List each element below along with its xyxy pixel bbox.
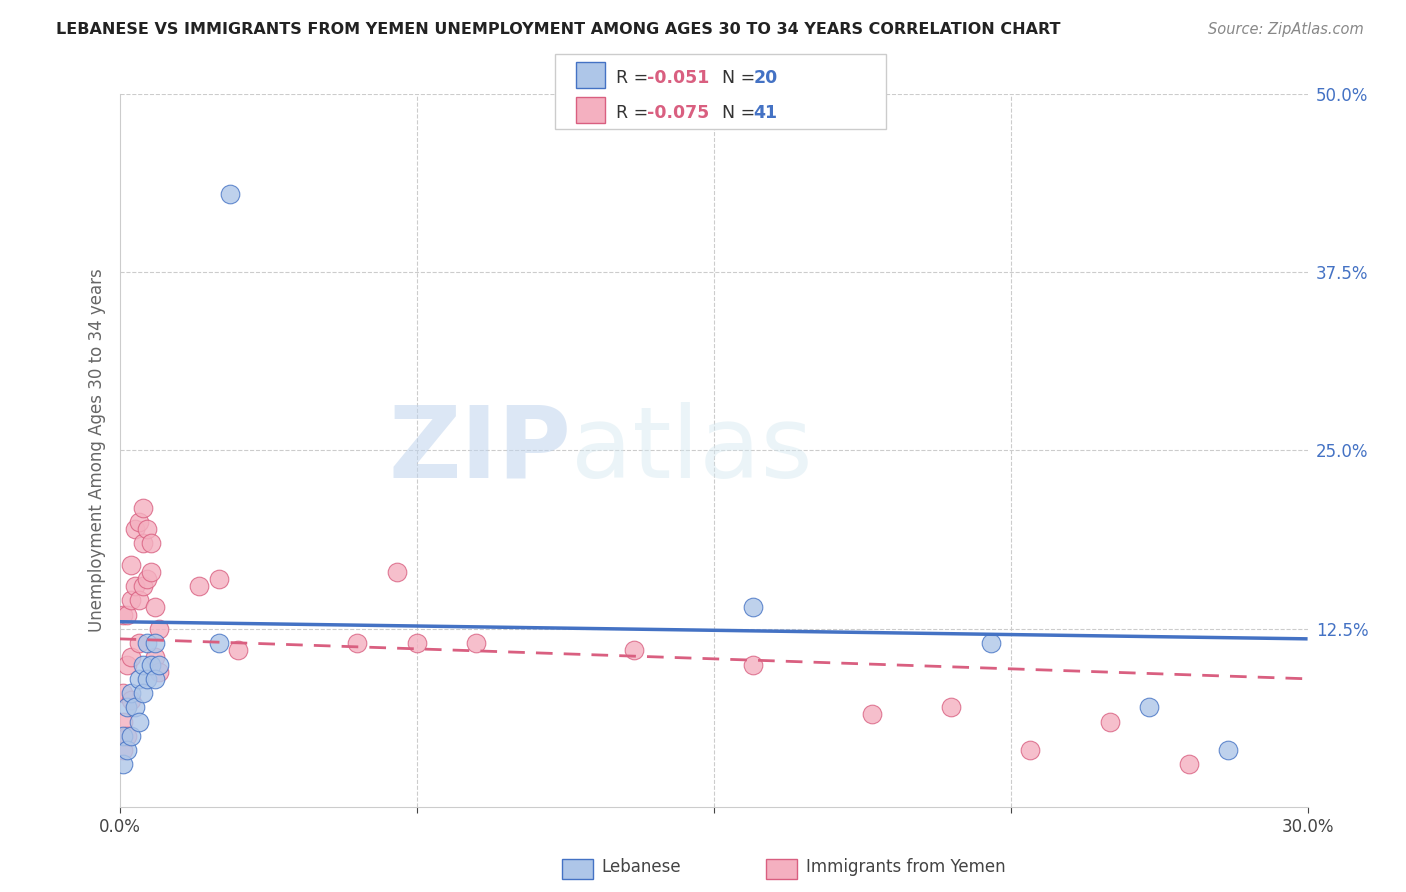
Point: [141, 657, 163, 672]
Point: [228, 643, 250, 657]
Point: [742, 600, 765, 615]
Point: [128, 515, 150, 529]
Point: [112, 743, 135, 757]
Point: [112, 607, 135, 622]
Text: 20: 20: [754, 69, 778, 87]
Point: [112, 729, 135, 743]
Text: 41: 41: [754, 103, 778, 121]
Point: [136, 636, 159, 650]
Point: [120, 693, 142, 707]
Point: [128, 636, 150, 650]
Point: [120, 558, 142, 572]
Point: [1019, 743, 1042, 757]
Text: R =: R =: [616, 103, 654, 121]
Text: R =: R =: [616, 69, 654, 87]
Point: [124, 579, 146, 593]
Point: [128, 672, 150, 686]
Point: [117, 700, 139, 714]
Point: [1178, 757, 1201, 772]
Text: -0.051: -0.051: [647, 69, 709, 87]
Text: N =: N =: [711, 69, 761, 87]
Point: [187, 579, 209, 593]
Point: [148, 665, 170, 679]
Point: [405, 636, 427, 650]
Point: [742, 657, 765, 672]
Text: N =: N =: [711, 103, 761, 121]
Y-axis label: Unemployment Among Ages 30 to 34 years: Unemployment Among Ages 30 to 34 years: [87, 268, 105, 632]
Point: [136, 522, 159, 536]
Point: [346, 636, 368, 650]
Point: [1137, 700, 1160, 714]
Point: [143, 600, 166, 615]
Point: [117, 729, 139, 743]
Point: [148, 622, 170, 636]
Point: [120, 650, 142, 665]
Point: [136, 672, 159, 686]
Point: [141, 536, 163, 550]
Point: [112, 757, 135, 772]
Point: [112, 714, 135, 729]
Point: [464, 636, 488, 650]
Point: [117, 657, 139, 672]
Text: LEBANESE VS IMMIGRANTS FROM YEMEN UNEMPLOYMENT AMONG AGES 30 TO 34 YEARS CORRELA: LEBANESE VS IMMIGRANTS FROM YEMEN UNEMPL…: [56, 22, 1060, 37]
Point: [141, 565, 163, 579]
Point: [132, 536, 155, 550]
Point: [132, 686, 155, 700]
Point: [1098, 714, 1121, 729]
Point: [143, 636, 166, 650]
Point: [219, 186, 242, 201]
Point: [117, 607, 139, 622]
Text: Lebanese: Lebanese: [602, 858, 682, 876]
Text: -0.075: -0.075: [647, 103, 709, 121]
Point: [939, 700, 962, 714]
Point: [128, 593, 150, 607]
Point: [148, 657, 170, 672]
Point: [124, 700, 146, 714]
Point: [120, 686, 142, 700]
Text: Source: ZipAtlas.com: Source: ZipAtlas.com: [1208, 22, 1364, 37]
Point: [136, 572, 159, 586]
Point: [132, 657, 155, 672]
Point: [385, 565, 408, 579]
Point: [120, 593, 142, 607]
Point: [980, 636, 1002, 650]
Point: [112, 686, 135, 700]
Point: [1218, 743, 1240, 757]
Point: [623, 643, 645, 657]
Text: Immigrants from Yemen: Immigrants from Yemen: [806, 858, 1005, 876]
Point: [124, 522, 146, 536]
Point: [207, 572, 229, 586]
Point: [132, 500, 155, 515]
Point: [132, 579, 155, 593]
Point: [117, 743, 139, 757]
Point: [128, 714, 150, 729]
Text: ZIP: ZIP: [388, 402, 571, 499]
Point: [143, 672, 166, 686]
Point: [143, 650, 166, 665]
Point: [207, 636, 229, 650]
Text: atlas: atlas: [571, 402, 813, 499]
Point: [860, 707, 883, 722]
Point: [120, 729, 142, 743]
